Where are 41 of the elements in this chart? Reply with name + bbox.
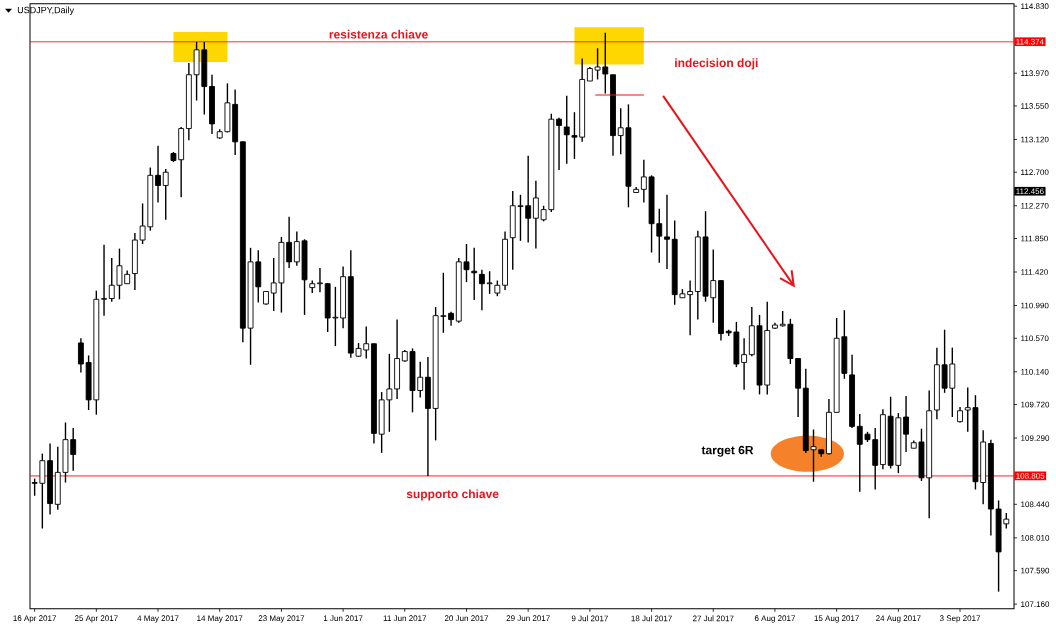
y-tick-label: 110.990: [1021, 302, 1049, 309]
y-tick-label: 111.420: [1021, 269, 1048, 275]
x-tick-label: 1 Jun 2017: [323, 615, 363, 622]
annotation: target 6R: [701, 445, 754, 457]
annotation: supporto chiave: [406, 489, 499, 501]
x-tick-label: 3 Sep 2017: [939, 615, 981, 623]
x-tick-label: 27 Jul 2017: [692, 615, 734, 622]
ref-line-label: 108.805: [1016, 473, 1045, 479]
text: 112.456: [1016, 188, 1044, 195]
x-tick-label: 20 Jun 2017: [444, 615, 489, 622]
y-tick-label: 108.010: [1021, 535, 1050, 541]
y-tick-label: 109.720: [1021, 401, 1050, 408]
y-tick-label: 107.160: [1021, 601, 1050, 607]
x-tick-label: 6 Aug 2017: [754, 615, 795, 623]
y-tick-label: 108.440: [1021, 501, 1050, 508]
y-tick-label: 110.140: [1021, 369, 1049, 375]
x-tick-label: 15 Aug 2017: [814, 615, 859, 623]
y-tick-label: 110.570: [1021, 335, 1049, 342]
y-tick-label: 114.830: [1021, 3, 1049, 10]
chart-title: USDJPY,Daily: [17, 6, 75, 16]
y-tick-label: 113.970: [1021, 70, 1049, 77]
x-tick-label: 16 Apr 2017: [13, 615, 57, 623]
annotation: resistenza chiave: [329, 29, 428, 39]
y-tick-label: 112.700: [1021, 169, 1049, 176]
x-tick-label: 24 Aug 2017: [876, 615, 921, 623]
y-tick-label: 111.850: [1021, 235, 1048, 242]
y-tick-label: 112.270: [1021, 202, 1049, 209]
y-tick-label: 113.120: [1021, 136, 1049, 143]
x-tick-label: 23 May 2017: [258, 615, 305, 623]
y-tick-label: 109.290: [1021, 435, 1050, 441]
annotation: indecision doji: [675, 58, 758, 70]
x-tick-label: 18 Jul 2017: [631, 615, 672, 622]
y-tick-label: 107.590: [1021, 567, 1050, 574]
x-tick-label: 9 Jul 2017: [571, 615, 608, 622]
x-tick-label: 25 Apr 2017: [74, 615, 118, 623]
x-tick-label: 29 Jun 2017: [506, 615, 550, 622]
y-tick-label: 113.550: [1021, 103, 1049, 109]
x-tick-label: 4 May 2017: [137, 615, 179, 623]
ref-line-label: 114.374: [1016, 38, 1044, 45]
x-tick-label: 14 May 2017: [197, 615, 243, 623]
x-tick-label: 11 Jun 2017: [383, 615, 427, 622]
